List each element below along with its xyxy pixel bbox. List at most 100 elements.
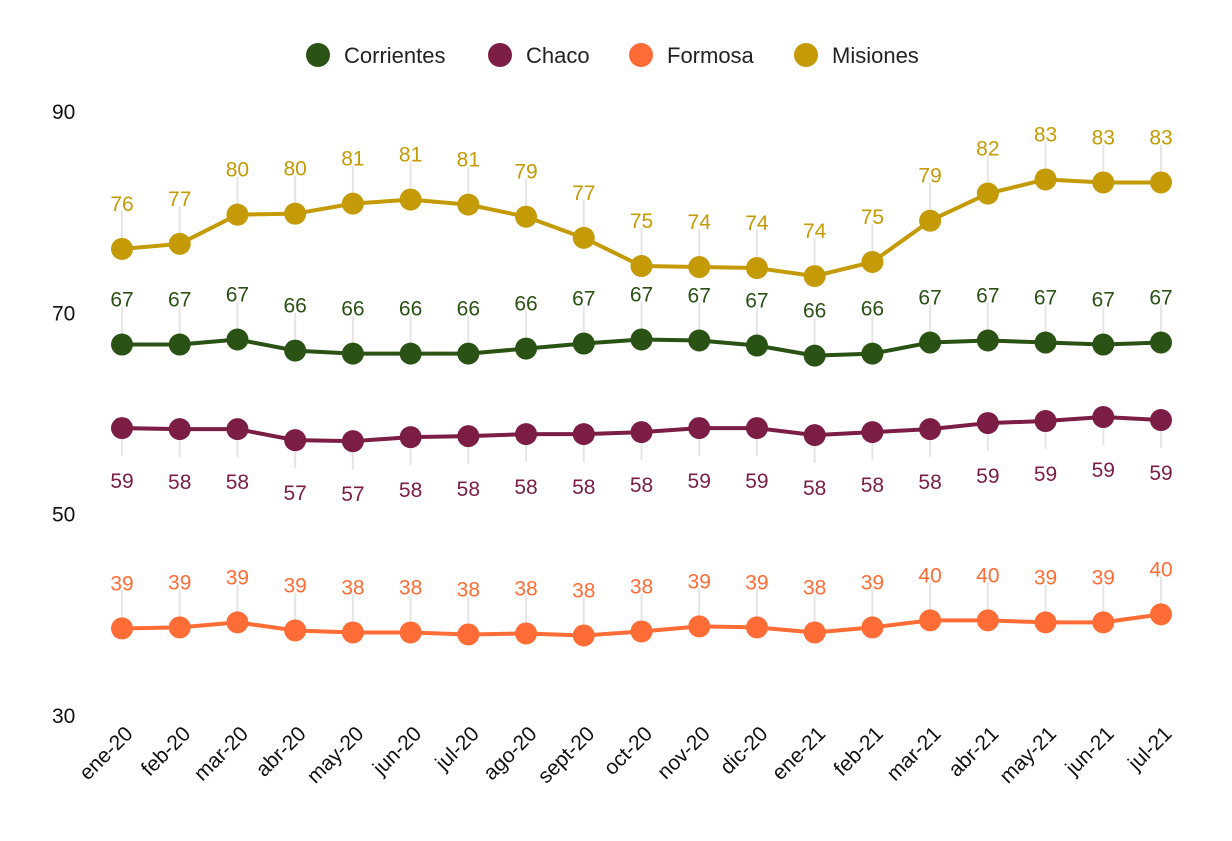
x-tick-label-mar-20: mar-20 — [190, 722, 253, 785]
data-label-corrientes-dic-20: 67 — [745, 290, 768, 313]
x-tick-label-feb-21: feb-21 — [830, 722, 888, 780]
data-point-chaco-mar-20 — [226, 418, 249, 441]
x-tick-label-sept-20: sept-20 — [534, 722, 600, 788]
data-label-chaco-jul-20: 58 — [457, 478, 480, 501]
data-point-formosa-mar-21 — [919, 609, 942, 632]
data-point-misiones-ene-21 — [803, 265, 826, 288]
data-label-chaco-jul-21: 59 — [1149, 462, 1172, 485]
data-label-chaco-abr-21: 59 — [976, 465, 999, 488]
data-label-misiones-dic-20: 74 — [745, 212, 769, 235]
data-point-misiones-mar-21 — [919, 209, 942, 232]
data-label-chaco-jun-21: 59 — [1092, 459, 1115, 482]
data-label-misiones-ago-20: 79 — [514, 161, 537, 184]
data-label-chaco-abr-20: 57 — [283, 482, 306, 505]
data-point-misiones-sept-20 — [572, 226, 595, 249]
data-point-misiones-oct-20 — [630, 255, 653, 278]
data-point-misiones-abr-20 — [284, 202, 307, 225]
x-tick-label-mar-21: mar-21 — [882, 722, 945, 785]
data-label-chaco-mar-20: 58 — [226, 471, 249, 494]
data-point-formosa-ago-20 — [515, 622, 538, 645]
data-label-corrientes-ene-20: 67 — [110, 289, 133, 312]
data-label-chaco-mar-21: 58 — [918, 471, 941, 494]
data-point-corrientes-ene-20 — [111, 333, 133, 356]
data-point-chaco-sept-20 — [572, 423, 595, 446]
data-point-misiones-may-20 — [341, 192, 364, 215]
data-point-chaco-ene-20 — [111, 417, 133, 440]
data-point-corrientes-may-20 — [341, 342, 364, 365]
legend-marker-formosa — [629, 43, 653, 67]
data-point-chaco-jul-21 — [1150, 409, 1172, 432]
legend-label-corrientes: Corrientes — [344, 43, 445, 68]
data-point-corrientes-jul-21 — [1150, 331, 1172, 354]
data-label-misiones-may-21: 83 — [1034, 123, 1057, 146]
data-point-chaco-nov-20 — [688, 417, 711, 440]
data-label-corrientes-jun-21: 67 — [1092, 289, 1115, 312]
data-label-chaco-may-20: 57 — [341, 483, 364, 506]
data-label-corrientes-jul-21: 67 — [1149, 287, 1172, 310]
x-tick-label-ago-20: ago-20 — [479, 722, 542, 785]
data-label-misiones-jun-20: 81 — [399, 144, 422, 167]
x-tick-label-jun-21: jun-21 — [1061, 722, 1119, 780]
data-label-corrientes-may-20: 66 — [341, 298, 364, 321]
data-label-corrientes-feb-21: 66 — [861, 298, 884, 321]
data-label-misiones-jul-20: 81 — [457, 149, 480, 172]
data-point-corrientes-mar-21 — [919, 331, 942, 354]
data-label-corrientes-jun-20: 66 — [399, 298, 422, 321]
data-label-corrientes-feb-20: 67 — [168, 289, 191, 312]
data-point-formosa-ene-21 — [803, 621, 826, 644]
x-tick-label-ene-21: ene-21 — [768, 722, 831, 785]
data-label-chaco-may-21: 59 — [1034, 463, 1057, 486]
data-label-chaco-sept-20: 58 — [572, 476, 595, 499]
data-point-corrientes-abr-20 — [284, 339, 307, 362]
data-point-corrientes-sept-20 — [572, 332, 595, 355]
data-label-misiones-jul-21: 83 — [1149, 126, 1172, 149]
data-label-formosa-jun-20: 38 — [399, 576, 422, 599]
data-label-misiones-may-20: 81 — [341, 148, 364, 171]
data-label-chaco-feb-21: 58 — [861, 474, 884, 497]
data-label-corrientes-ene-21: 66 — [803, 300, 826, 323]
data-point-chaco-oct-20 — [630, 421, 653, 444]
x-tick-label-dic-20: dic-20 — [716, 722, 773, 779]
data-point-chaco-dic-20 — [745, 417, 768, 440]
data-label-formosa-nov-20: 39 — [688, 570, 711, 593]
data-point-formosa-ene-20 — [111, 617, 133, 640]
data-point-corrientes-feb-20 — [168, 333, 191, 356]
data-point-chaco-abr-20 — [284, 429, 307, 452]
data-label-formosa-jun-21: 39 — [1092, 566, 1115, 589]
y-tick-label-70: 70 — [52, 302, 75, 325]
data-label-misiones-oct-20: 75 — [630, 210, 653, 233]
data-labels: 67 67 67 66 66 66 66 66 67 67 67 67 66 66 67 67 67 67 67 59… — [110, 123, 1172, 602]
data-label-misiones-ene-21: 74 — [803, 220, 827, 243]
data-point-misiones-dic-20 — [745, 257, 768, 280]
x-tick-label-jul-21: jul-21 — [1123, 722, 1176, 775]
data-label-chaco-ene-20: 59 — [110, 470, 133, 493]
data-point-formosa-jun-20 — [399, 621, 422, 644]
data-label-chaco-feb-20: 58 — [168, 471, 191, 494]
y-tick-label-90: 90 — [52, 101, 75, 124]
data-label-misiones-abr-20: 80 — [283, 158, 306, 181]
data-point-formosa-feb-20 — [168, 616, 191, 639]
data-label-misiones-abr-21: 82 — [976, 138, 999, 161]
data-label-formosa-ene-21: 38 — [803, 576, 826, 599]
data-label-formosa-feb-21: 39 — [861, 571, 884, 594]
data-label-corrientes-abr-20: 66 — [283, 295, 306, 318]
data-label-misiones-feb-21: 75 — [861, 206, 884, 229]
data-point-formosa-may-21 — [1034, 611, 1057, 634]
data-label-chaco-oct-20: 58 — [630, 474, 653, 497]
data-label-formosa-abr-21: 40 — [976, 564, 999, 587]
data-point-formosa-abr-21 — [976, 609, 999, 632]
data-point-corrientes-jun-21 — [1092, 333, 1115, 356]
data-label-corrientes-mar-20: 67 — [226, 284, 249, 307]
data-label-formosa-sept-20: 38 — [572, 579, 595, 602]
data-point-chaco-feb-20 — [168, 418, 191, 441]
data-point-corrientes-mar-20 — [226, 328, 249, 351]
data-point-formosa-oct-20 — [630, 620, 653, 643]
x-tick-label-ene-20: ene-20 — [75, 722, 138, 785]
data-point-formosa-feb-21 — [861, 616, 884, 639]
x-tick-label-oct-20: oct-20 — [599, 722, 657, 780]
data-label-chaco-nov-20: 59 — [688, 470, 711, 493]
x-tick-label-nov-20: nov-20 — [653, 722, 715, 784]
data-label-formosa-dic-20: 39 — [745, 571, 768, 594]
